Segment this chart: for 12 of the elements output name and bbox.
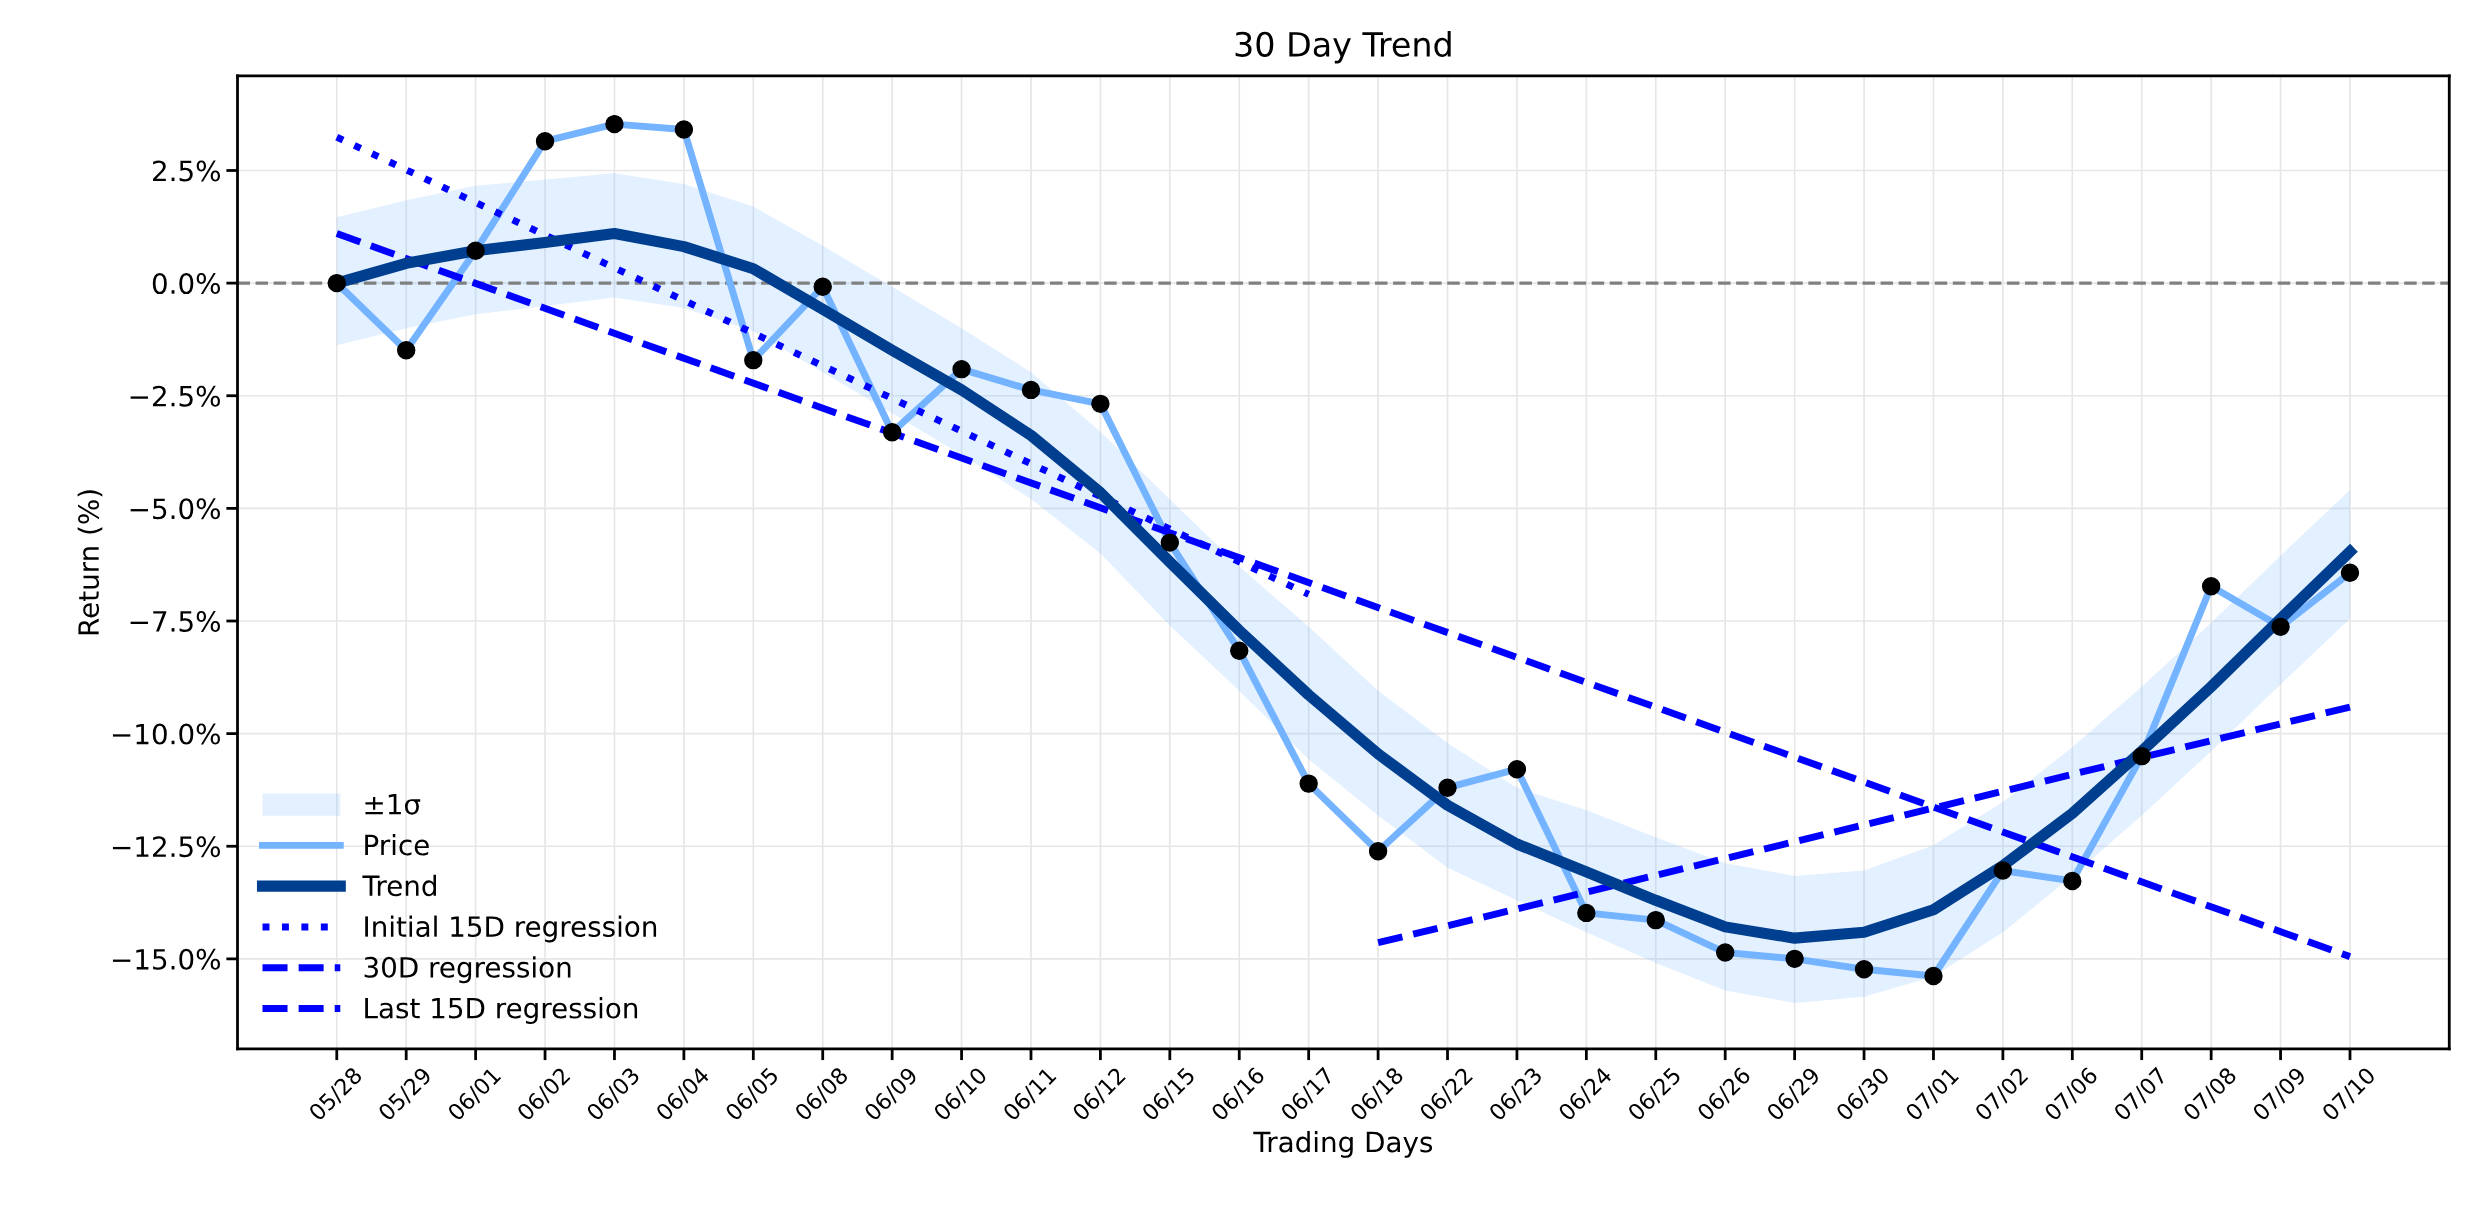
y-tick-label: −5.0%: [130, 498, 220, 520]
y-tick-label: −15.0%: [112, 948, 220, 970]
chart-title: 30 Day Trend: [1235, 31, 1451, 64]
legend-label: Last 15D regression: [365, 997, 638, 1024]
y-tick-label: 2.5%: [153, 160, 220, 182]
y-tick-label: −10.0%: [112, 723, 220, 745]
y-tick-label: 0.0%: [152, 273, 220, 295]
y-tick-label: −7.5%: [130, 610, 220, 632]
y-axis-title: Return (%): [77, 490, 103, 635]
y-tick-label: −2.5%: [130, 385, 220, 407]
x-axis-title: Trading Days: [1253, 1130, 1433, 1158]
y-tick-label: −12.5%: [112, 836, 220, 858]
